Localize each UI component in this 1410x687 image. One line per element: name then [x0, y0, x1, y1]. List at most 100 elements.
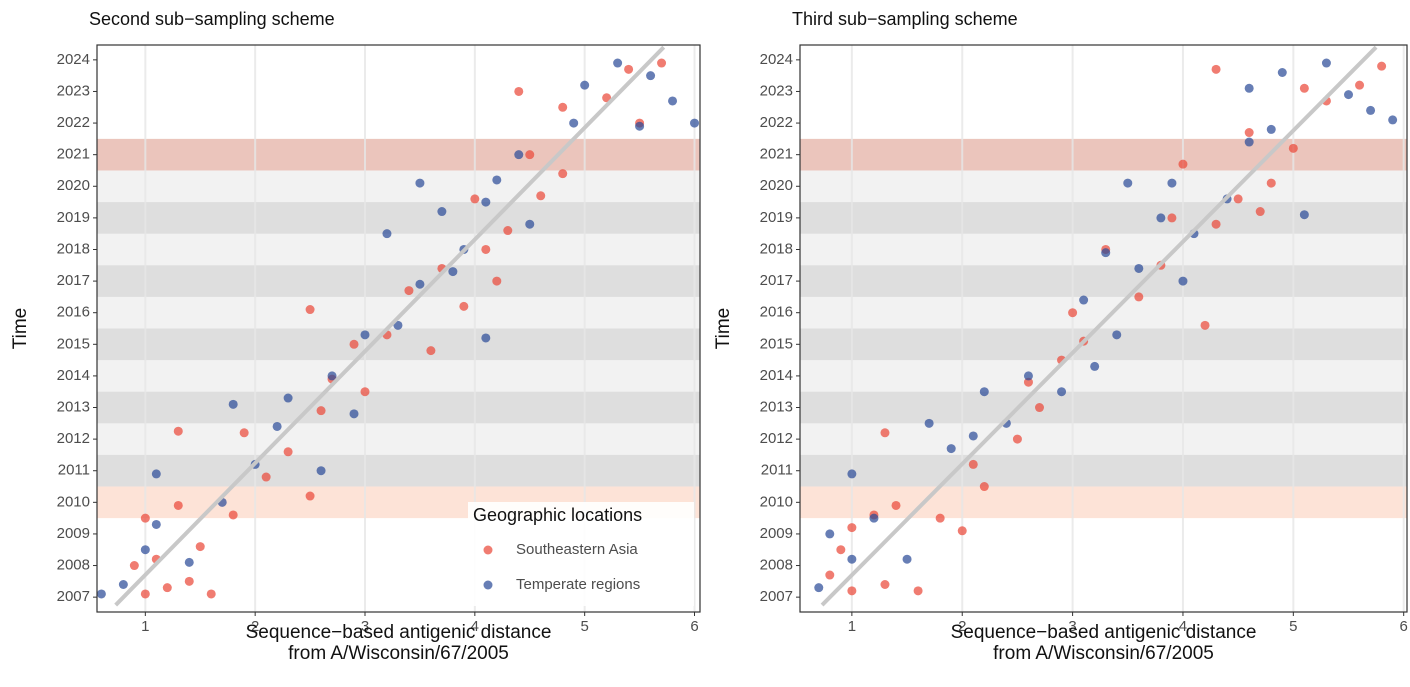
point [1244, 137, 1254, 147]
point [1233, 194, 1243, 204]
x-tick-label: 3 [1068, 618, 1076, 635]
point [1090, 361, 1100, 371]
x-tick-label: 2 [958, 618, 966, 635]
point [1355, 80, 1365, 90]
point [525, 150, 535, 160]
band [800, 328, 1407, 361]
point [1277, 67, 1287, 77]
point [1266, 178, 1276, 188]
point [558, 102, 568, 112]
legend-title: Geographic locations [473, 505, 642, 525]
band [800, 265, 1407, 297]
point [613, 58, 623, 68]
point [1366, 105, 1376, 115]
y-tick-label: 2024 [57, 51, 90, 68]
point [1288, 143, 1298, 153]
point [957, 526, 967, 536]
point [360, 387, 370, 397]
point [140, 513, 150, 523]
point [195, 542, 205, 552]
plot-border [96, 44, 701, 613]
band [97, 391, 700, 424]
point [162, 583, 172, 593]
panel: 1 2 3 4 5 6 2007 2008 2009 2010 2011 2012 2013 2014 20… [713, 9, 1408, 664]
point [847, 523, 857, 533]
y-tick-label: 2016 [57, 304, 90, 321]
x-axis-label: Sequence−based antigenic distance [246, 622, 552, 643]
x-tick-label: 4 [471, 618, 479, 635]
point [668, 96, 678, 106]
band [97, 202, 700, 234]
point [913, 586, 923, 596]
band [800, 391, 1407, 424]
point [558, 169, 568, 179]
point [316, 466, 326, 476]
point [1134, 263, 1144, 273]
y-tick-label: 2018 [760, 240, 793, 257]
point [1299, 210, 1309, 220]
y-tick-label: 2023 [760, 82, 793, 99]
point [1134, 292, 1144, 302]
y-tick-label: 2015 [57, 335, 90, 352]
point [283, 393, 293, 403]
y-tick-label: 2016 [760, 304, 793, 321]
x-tick-label: 2 [251, 618, 259, 635]
point [96, 589, 106, 599]
y-tick-label: 2024 [760, 51, 793, 68]
panel: 1 2 3 4 5 6 2007 2008 2009 2010 2011 2012 2013 2014 20… [10, 9, 701, 664]
point [382, 229, 392, 239]
legend-swatch [483, 545, 493, 555]
point [1034, 403, 1044, 413]
band [800, 138, 1407, 171]
point [1377, 61, 1387, 71]
point [657, 58, 667, 68]
point [1388, 115, 1398, 125]
y-tick-label: 2022 [760, 114, 793, 131]
point [1023, 377, 1033, 387]
point [690, 118, 700, 128]
point [1101, 248, 1111, 258]
point [514, 150, 524, 160]
point [902, 554, 912, 564]
band [97, 328, 700, 361]
y-tick-label: 2013 [57, 398, 90, 415]
trend-line [114, 45, 666, 607]
point [481, 197, 491, 207]
point [481, 333, 491, 343]
y-tick-label: 2021 [57, 146, 90, 163]
point [470, 194, 480, 204]
band [97, 138, 700, 171]
x-tick-label: 5 [1289, 618, 1297, 635]
y-tick-label: 2014 [57, 367, 90, 384]
y-tick-label: 2020 [57, 177, 90, 194]
point [1299, 83, 1309, 93]
y-tick-label: 2018 [57, 240, 90, 257]
band [800, 202, 1407, 234]
y-tick-label: 2015 [760, 335, 793, 352]
y-tick-label: 2022 [57, 114, 90, 131]
point [880, 580, 890, 590]
point [404, 286, 414, 296]
point [1057, 387, 1067, 397]
point [415, 178, 425, 188]
point [283, 447, 293, 457]
point [118, 580, 128, 590]
x-tick-label: 6 [1400, 618, 1408, 635]
point [946, 444, 956, 454]
point [1079, 295, 1089, 305]
y-tick-label: 2009 [57, 525, 90, 542]
legend-swatch [483, 580, 493, 590]
point [305, 305, 315, 315]
point [173, 426, 183, 436]
band [97, 265, 700, 297]
point [360, 330, 370, 340]
y-tick-label: 2019 [57, 209, 90, 226]
point [869, 513, 879, 523]
y-axis-label: Time [10, 308, 31, 350]
point [140, 545, 150, 555]
point [880, 428, 890, 438]
point [1178, 276, 1188, 286]
point [825, 570, 835, 580]
point [1123, 178, 1133, 188]
y-tick-label: 2011 [58, 462, 90, 479]
